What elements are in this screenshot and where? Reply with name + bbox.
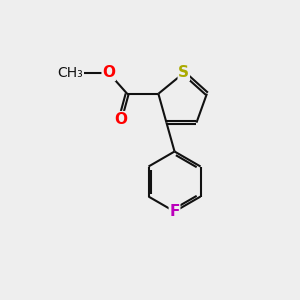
Text: S: S bbox=[178, 65, 189, 80]
Text: CH₃: CH₃ bbox=[58, 66, 83, 80]
Text: F: F bbox=[169, 204, 180, 219]
Text: O: O bbox=[114, 112, 127, 127]
Text: O: O bbox=[102, 65, 115, 80]
